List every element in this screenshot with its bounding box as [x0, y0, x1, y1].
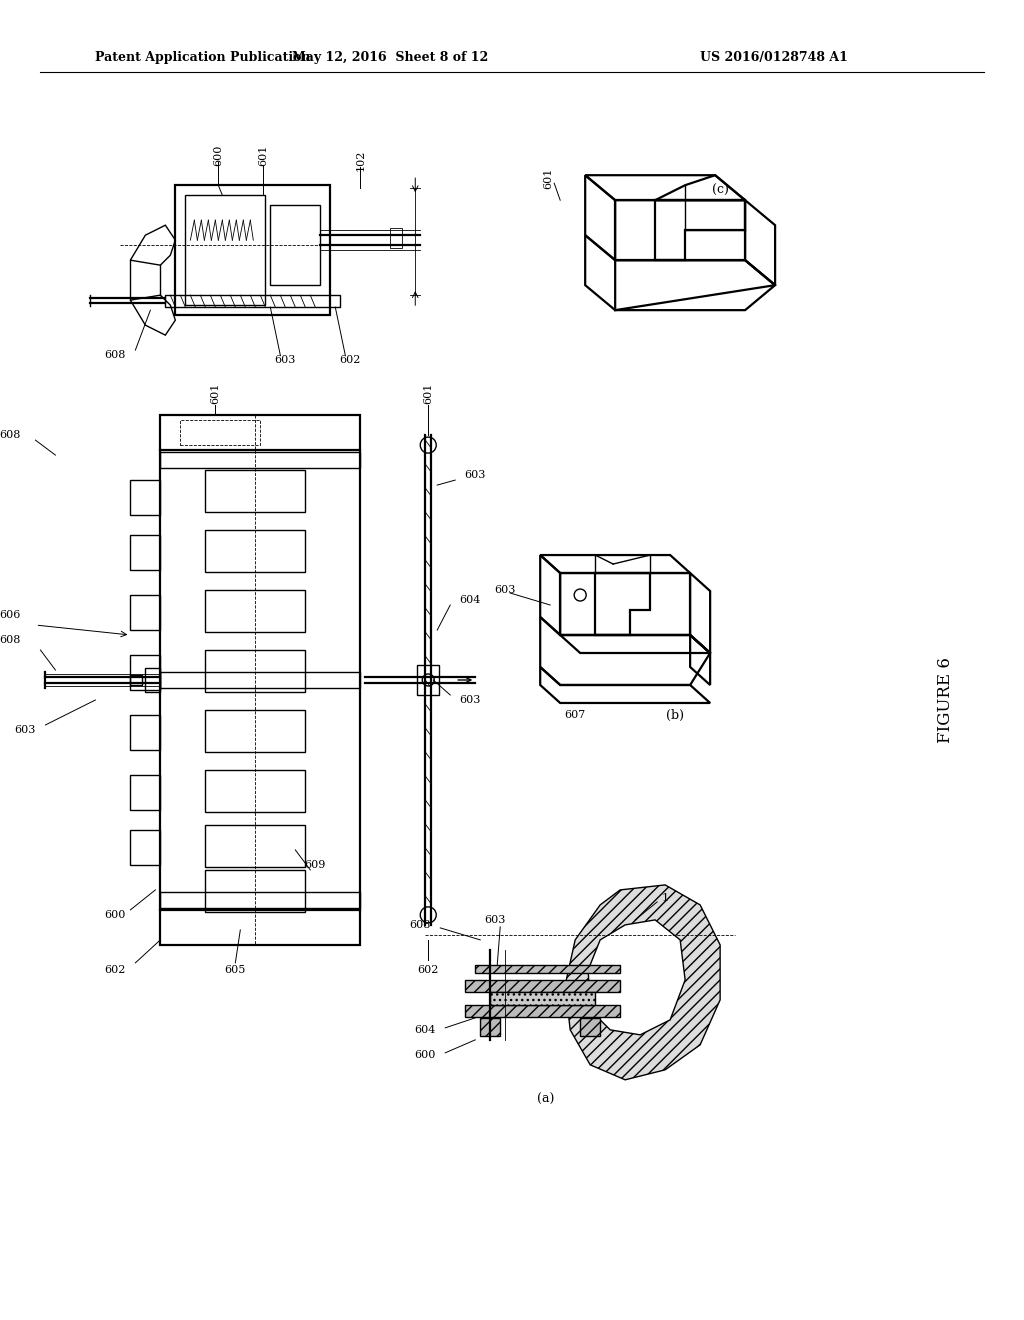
Text: 608: 608	[0, 430, 22, 440]
Text: May 12, 2016  Sheet 8 of 12: May 12, 2016 Sheet 8 of 12	[292, 50, 488, 63]
Bar	[465, 979, 621, 991]
Bar	[206, 649, 305, 692]
Bar	[206, 770, 305, 812]
Text: 608: 608	[0, 635, 22, 645]
Text: 600: 600	[213, 144, 223, 166]
Text: 608: 608	[410, 920, 431, 929]
Text: 601: 601	[258, 144, 268, 166]
Bar	[206, 470, 305, 512]
Bar	[270, 205, 321, 285]
Text: 601: 601	[423, 383, 433, 404]
Text: 603: 603	[484, 915, 506, 925]
Bar	[206, 825, 305, 867]
Bar	[161, 909, 360, 945]
Bar	[161, 451, 360, 469]
Bar	[130, 655, 161, 690]
Bar	[161, 414, 360, 450]
Text: 102: 102	[355, 149, 366, 170]
Bar	[480, 1018, 500, 1036]
Text: 604: 604	[460, 595, 481, 605]
Text: 602: 602	[418, 965, 439, 975]
Text: 603: 603	[14, 725, 36, 735]
Text: 603: 603	[495, 585, 516, 595]
Bar	[180, 420, 260, 445]
Polygon shape	[565, 884, 720, 1080]
Bar	[475, 965, 621, 973]
Text: (c): (c)	[712, 183, 728, 197]
Text: 609: 609	[304, 859, 326, 870]
Bar	[145, 668, 161, 692]
Bar	[490, 991, 595, 1005]
Bar	[130, 535, 161, 570]
Text: 601: 601	[543, 168, 553, 189]
Text: 605: 605	[224, 965, 246, 975]
Bar	[390, 228, 402, 248]
Text: US 2016/0128748 A1: US 2016/0128748 A1	[700, 50, 848, 63]
Text: 600: 600	[104, 909, 126, 920]
Bar	[161, 892, 360, 908]
Bar	[206, 590, 305, 632]
Text: 602: 602	[340, 355, 361, 366]
Bar	[465, 1005, 621, 1016]
Text: 606: 606	[0, 610, 22, 620]
Text: 602: 602	[104, 965, 126, 975]
Polygon shape	[588, 920, 685, 1035]
Text: 607: 607	[564, 710, 586, 719]
Bar	[581, 1018, 600, 1036]
Text: 608: 608	[104, 350, 126, 360]
Text: (b): (b)	[667, 709, 684, 722]
Bar	[130, 595, 161, 630]
Text: (a): (a)	[537, 1093, 554, 1106]
Bar	[206, 531, 305, 572]
Bar	[165, 296, 340, 308]
Bar	[130, 480, 161, 515]
Text: 603: 603	[460, 696, 481, 705]
Text: Patent Application Publication: Patent Application Publication	[95, 50, 311, 63]
Text: FIGURE 6: FIGURE 6	[937, 657, 953, 743]
Text: 603: 603	[274, 355, 296, 366]
Text: 604: 604	[415, 1024, 436, 1035]
Bar	[206, 710, 305, 752]
Bar	[130, 830, 161, 865]
Text: 1: 1	[662, 892, 669, 903]
Bar	[130, 775, 161, 810]
Bar	[175, 185, 331, 315]
Text: 603: 603	[465, 470, 486, 480]
Text: 600: 600	[415, 1049, 436, 1060]
Bar	[417, 665, 439, 696]
Bar	[185, 195, 265, 305]
Bar	[206, 870, 305, 912]
Bar	[161, 672, 360, 688]
Bar	[130, 675, 142, 685]
Bar	[130, 715, 161, 750]
Text: 601: 601	[210, 383, 220, 404]
